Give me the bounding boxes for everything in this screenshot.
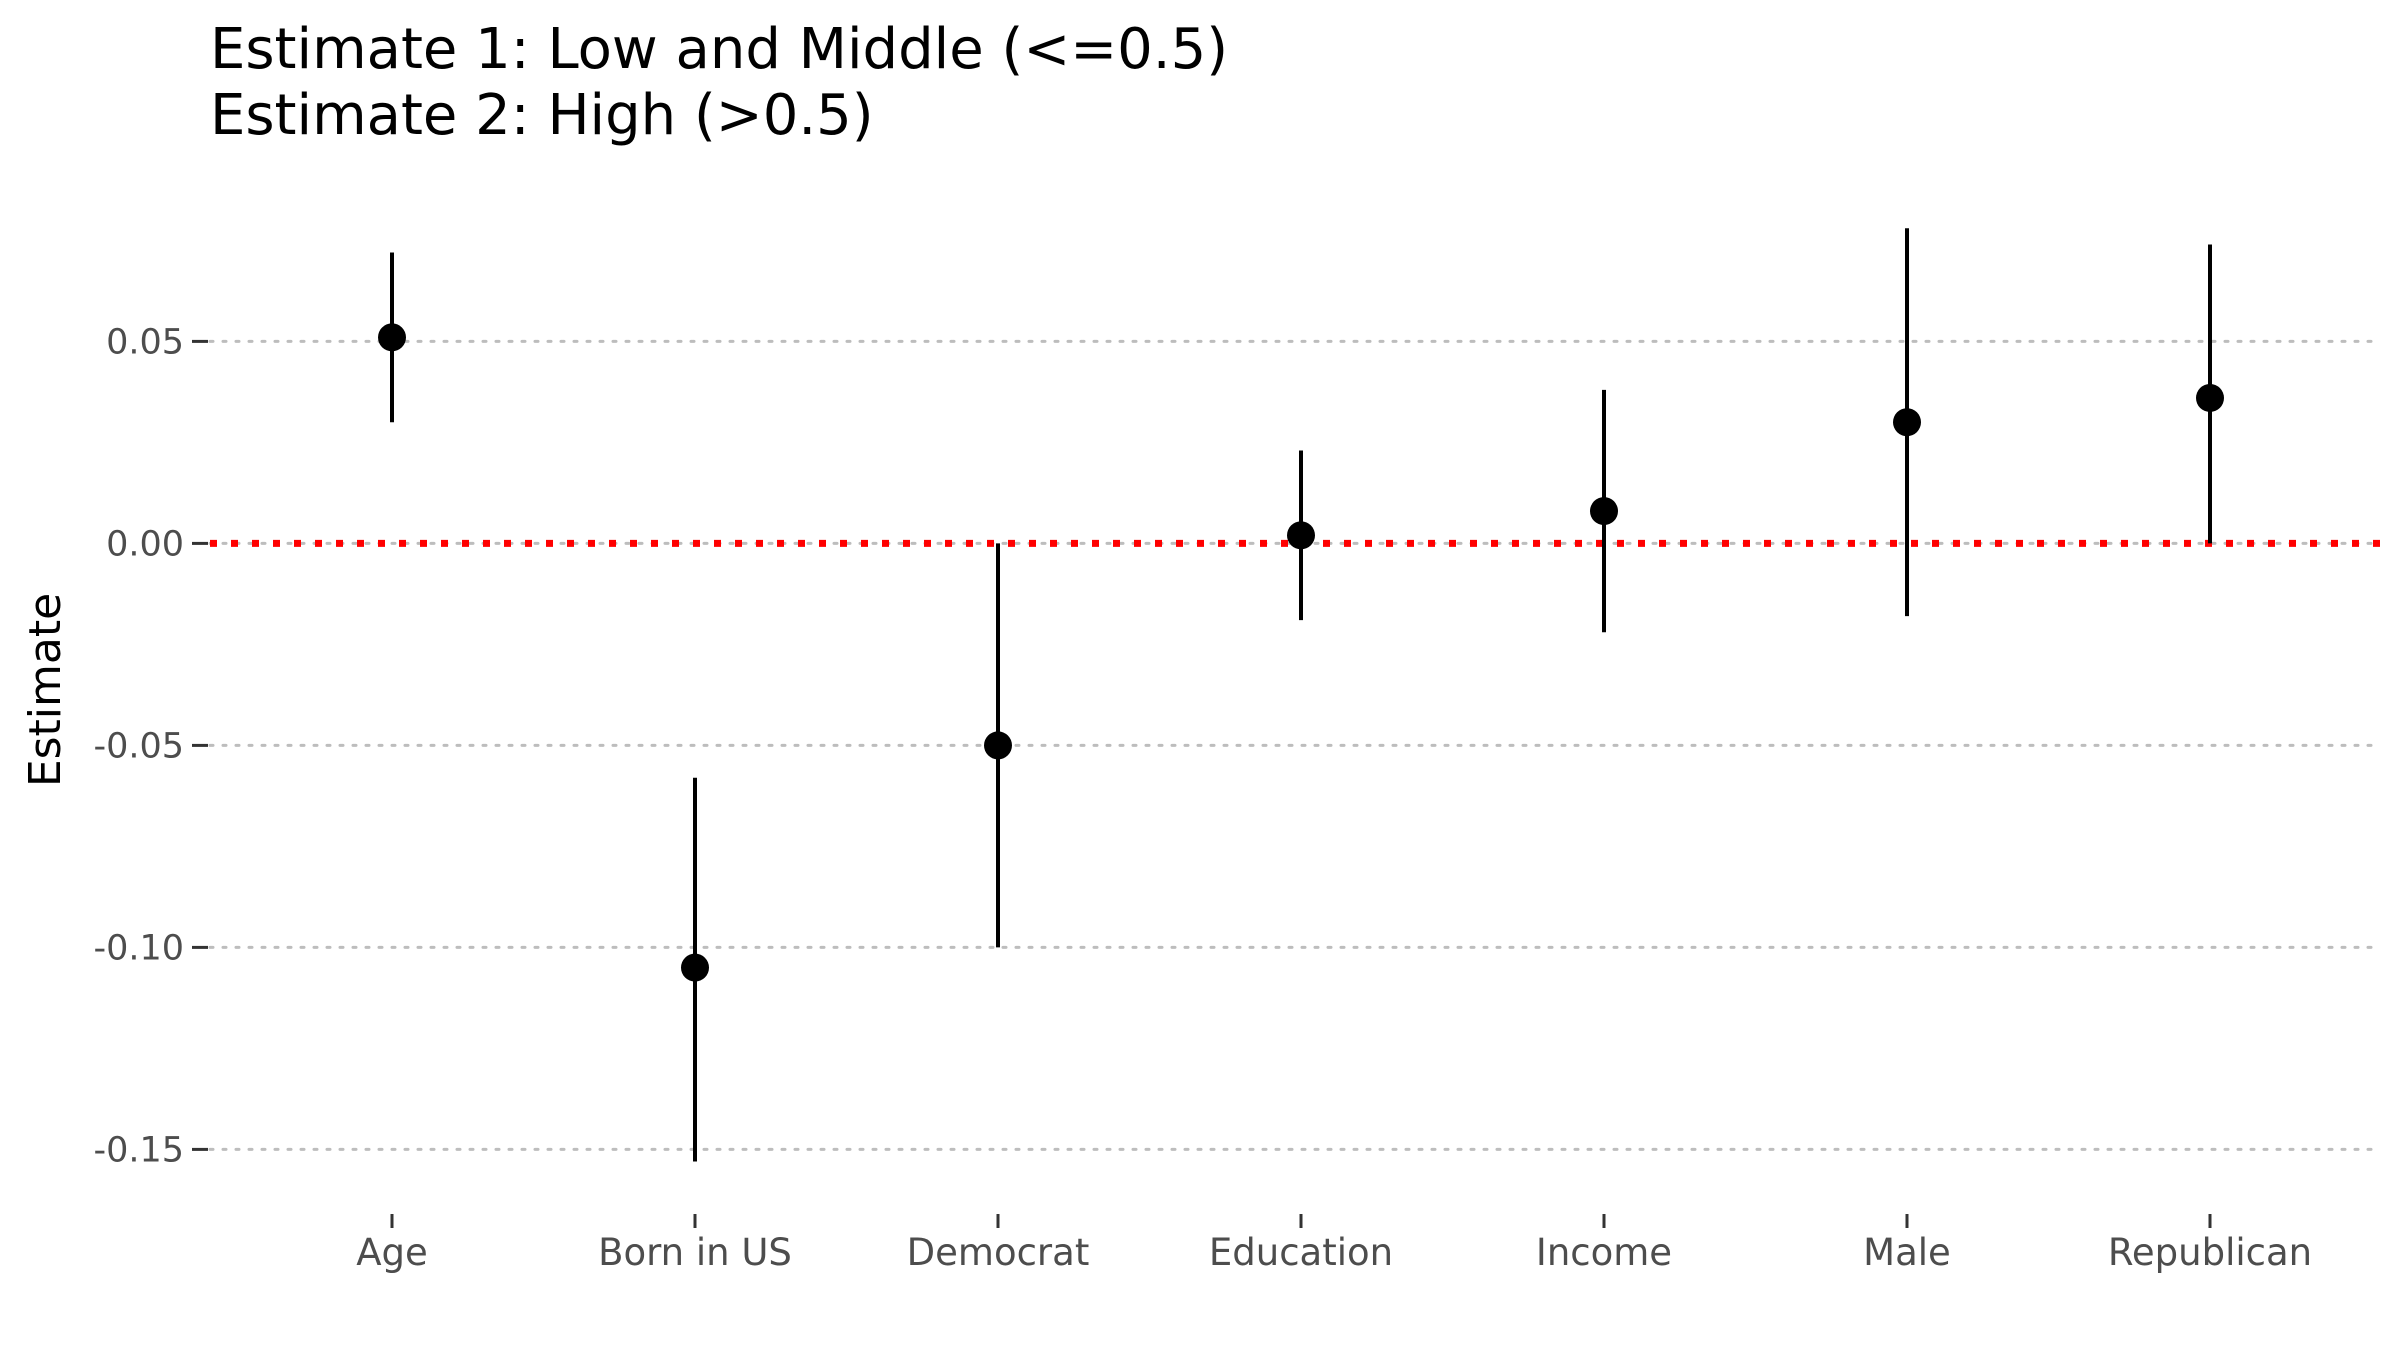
- data-point: [681, 953, 709, 982]
- x-tick-label: Income: [1536, 1231, 1672, 1274]
- x-tick-label: Republican: [2108, 1231, 2312, 1274]
- x-tick-label: Education: [1209, 1231, 1393, 1274]
- data-marks: [378, 228, 2224, 1162]
- data-point: [1287, 521, 1315, 550]
- data-point: [1893, 408, 1921, 437]
- y-tick-label: -0.05: [93, 726, 184, 766]
- data-point: [984, 731, 1012, 760]
- y-axis: 0.05 0.00 -0.05 -0.10 -0.15: [93, 322, 208, 1170]
- data-point: [378, 323, 406, 352]
- gridlines: [208, 339, 2382, 1151]
- x-tick-label: Male: [1863, 1231, 1951, 1274]
- title-line-1: Estimate 1: Low and Middle (<=0.5): [210, 17, 1228, 82]
- x-tick-label: Democrat: [907, 1231, 1090, 1274]
- y-tick-label: 0.00: [106, 524, 184, 564]
- y-axis-title: Estimate: [20, 593, 71, 787]
- x-axis: Age Born in US Democrat Education Income Male…: [356, 1214, 2312, 1274]
- y-tick-label: -0.10: [93, 928, 184, 968]
- data-point: [1590, 497, 1618, 526]
- x-tick-label: Born in US: [598, 1231, 792, 1274]
- chart-title: Estimate 1: Low and Middle (<=0.5) Estim…: [210, 17, 1228, 148]
- data-point: [2196, 383, 2224, 412]
- title-line-2: Estimate 2: High (>0.5): [210, 83, 874, 148]
- y-tick-label: -0.15: [93, 1130, 184, 1170]
- x-tick-label: Age: [356, 1231, 428, 1274]
- y-tick-label: 0.05: [106, 322, 184, 362]
